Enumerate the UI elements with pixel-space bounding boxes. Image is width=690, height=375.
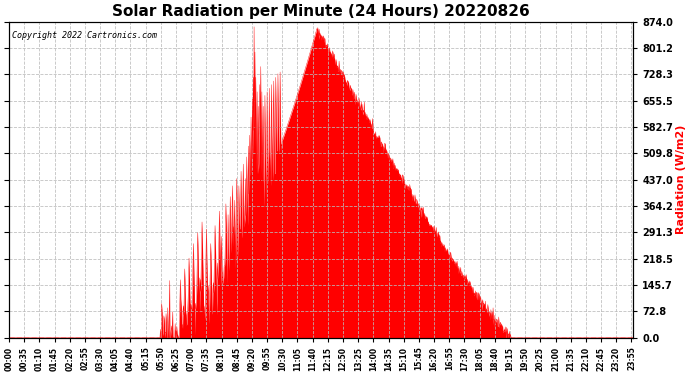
Title: Solar Radiation per Minute (24 Hours) 20220826: Solar Radiation per Minute (24 Hours) 20… — [112, 4, 530, 19]
Y-axis label: Radiation (W/m2): Radiation (W/m2) — [676, 125, 686, 234]
Text: Copyright 2022 Cartronics.com: Copyright 2022 Cartronics.com — [12, 31, 157, 40]
